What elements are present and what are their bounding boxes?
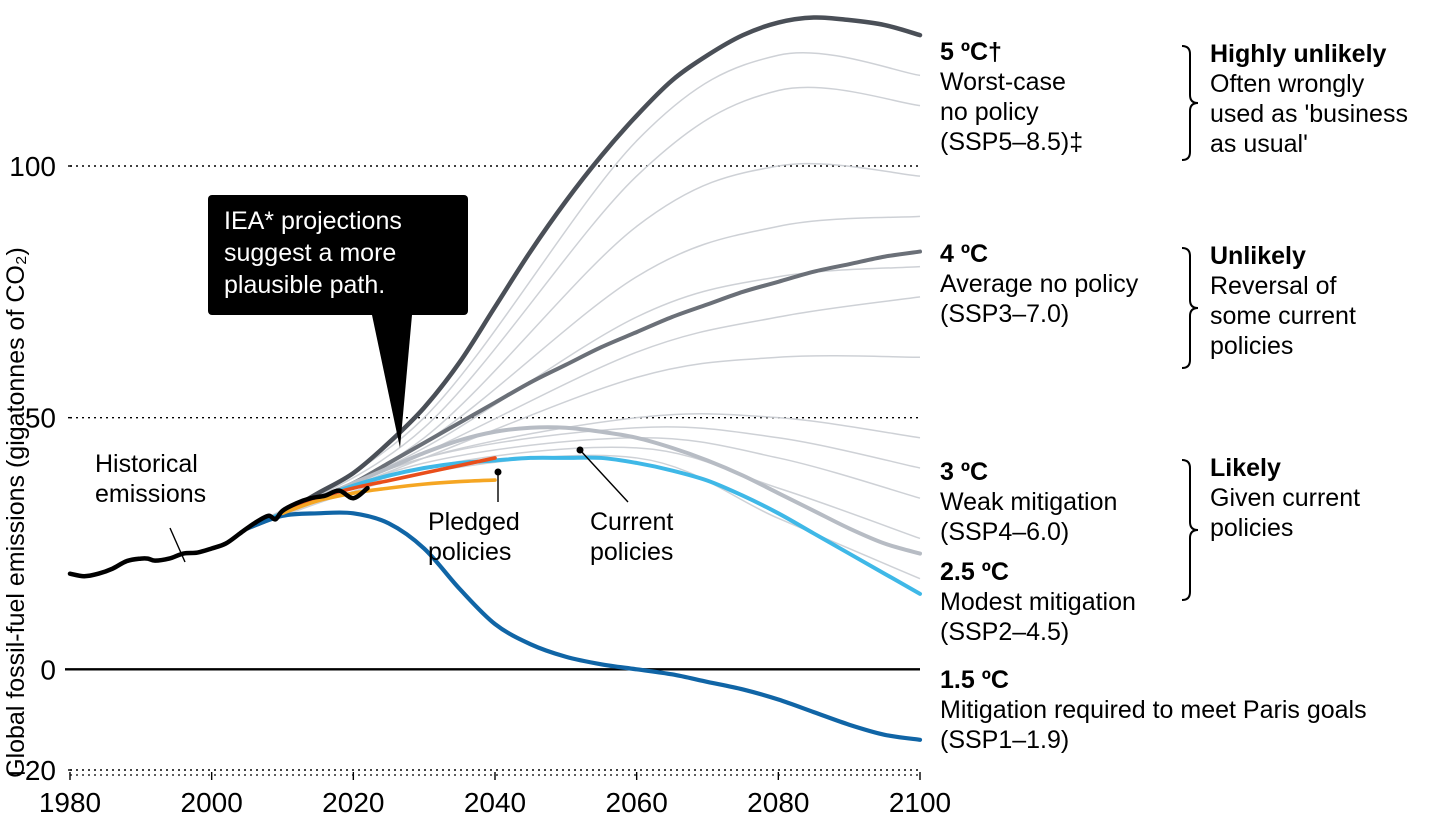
likelihood-desc: as usual' bbox=[1210, 130, 1308, 158]
bracket bbox=[1182, 103, 1198, 160]
y-tick-label: 0 bbox=[40, 654, 56, 685]
x-tick-label: 2040 bbox=[464, 787, 526, 818]
scenario-temp-ssp5_85: 5 ºC† bbox=[940, 38, 1002, 66]
bracket bbox=[1182, 308, 1198, 368]
series-ssp1_19 bbox=[247, 512, 920, 739]
label-pledged: policies bbox=[428, 538, 511, 566]
x-tick-label: 2000 bbox=[181, 787, 243, 818]
scenario-temp-ssp4_60: 3 ºC bbox=[940, 458, 988, 486]
likelihood-desc: policies bbox=[1210, 514, 1293, 542]
scenario-temp-ssp1_19: 1.5 ºC bbox=[940, 666, 1009, 694]
scenario-desc-ssp1_19: Mitigation required to meet Paris goals bbox=[940, 696, 1367, 724]
likelihood-desc: policies bbox=[1210, 332, 1293, 360]
likelihood-title: Unlikely bbox=[1210, 242, 1306, 270]
label-anchor-dot bbox=[495, 469, 502, 476]
scenario-desc-ssp3_70: Average no policy bbox=[940, 270, 1139, 298]
scenario-desc-ssp4_60: Weak mitigation bbox=[940, 488, 1117, 516]
scenario-desc-ssp2_45: (SSP2–4.5) bbox=[940, 618, 1069, 646]
scenario-desc-ssp4_60: (SSP4–6.0) bbox=[940, 518, 1069, 546]
x-tick-label: 2080 bbox=[747, 787, 809, 818]
y-tick-label: 100 bbox=[9, 151, 56, 182]
scenario-desc-ssp1_19: (SSP1–1.9) bbox=[940, 726, 1069, 754]
likelihood-desc: Given current bbox=[1210, 484, 1360, 512]
label-current: Current bbox=[590, 508, 673, 536]
scenario-temp-ssp2_45: 2.5 ºC bbox=[940, 558, 1009, 586]
x-tick-label: 2020 bbox=[322, 787, 384, 818]
bracket bbox=[1182, 248, 1198, 308]
label-historical: Historical bbox=[95, 450, 198, 478]
label-pledged: Pledged bbox=[428, 508, 520, 536]
x-tick-label: 1980 bbox=[39, 787, 101, 818]
y-axis-title: Global fossil-fuel emissions (gigatonnes… bbox=[2, 247, 30, 778]
callout-text: plausible path. bbox=[224, 271, 385, 299]
label-current: policies bbox=[590, 538, 673, 566]
callout-text: IEA* projections bbox=[224, 207, 402, 235]
x-tick-label: 2060 bbox=[606, 787, 668, 818]
scenario-desc-ssp5_85: no policy bbox=[940, 98, 1039, 126]
scenario-desc-ssp3_70: (SSP3–7.0) bbox=[940, 300, 1069, 328]
scenario-desc-ssp5_85: Worst-case bbox=[940, 68, 1066, 96]
bracket bbox=[1182, 530, 1198, 600]
likelihood-title: Likely bbox=[1210, 454, 1281, 482]
likelihood-desc: Often wrongly bbox=[1210, 70, 1365, 98]
x-tick-label: 2100 bbox=[889, 787, 951, 818]
scenario-desc-ssp5_85: (SSP5–8.5)‡ bbox=[940, 128, 1083, 156]
label-historical: emissions bbox=[95, 480, 206, 508]
bracket bbox=[1182, 460, 1198, 530]
callout-text: suggest a more bbox=[224, 239, 396, 267]
likelihood-desc: Reversal of bbox=[1210, 272, 1336, 300]
likelihood-title: Highly unlikely bbox=[1210, 40, 1387, 68]
scenario-temp-ssp3_70: 4 ºC bbox=[940, 240, 988, 268]
likelihood-desc: used as 'business bbox=[1210, 100, 1408, 128]
likelihood-desc: some current bbox=[1210, 302, 1356, 330]
label-anchor-dot bbox=[577, 447, 584, 454]
bracket bbox=[1182, 46, 1198, 103]
scenario-desc-ssp2_45: Modest mitigation bbox=[940, 588, 1136, 616]
